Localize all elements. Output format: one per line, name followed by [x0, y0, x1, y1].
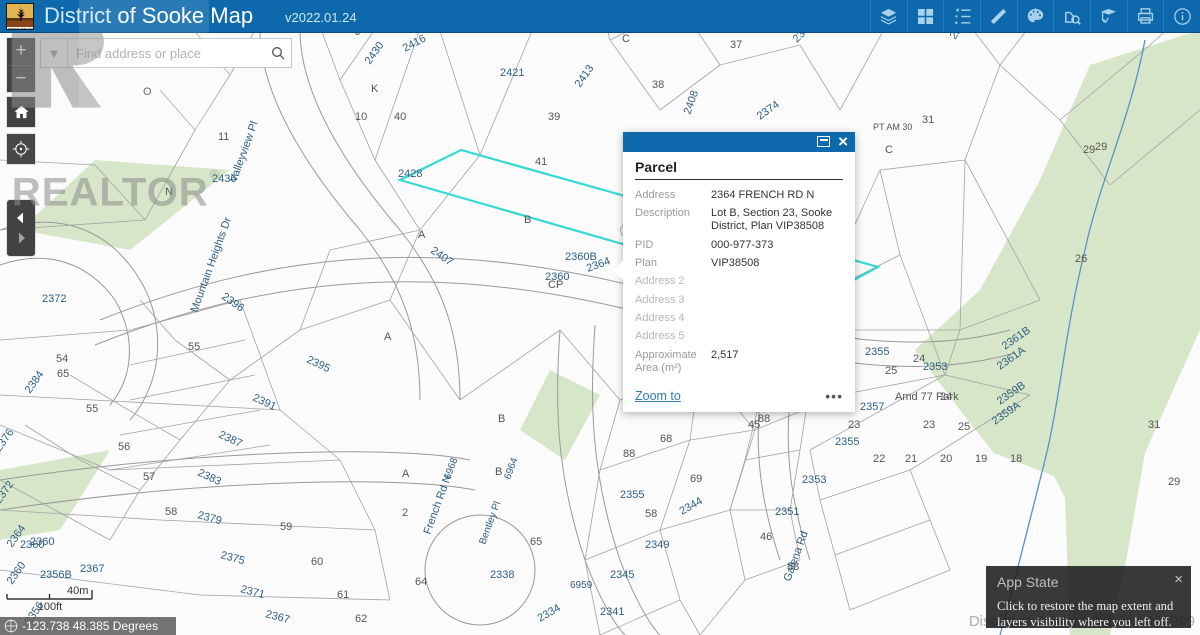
svg-text:10: 10 — [355, 111, 367, 123]
svg-text:®: ® — [210, 166, 220, 181]
svg-text:24: 24 — [940, 391, 952, 403]
svg-text:55: 55 — [188, 341, 200, 353]
svg-text:2345: 2345 — [610, 569, 634, 581]
svg-text:37: 37 — [730, 39, 742, 51]
svg-text:6959: 6959 — [570, 580, 593, 591]
svg-text:2360: 2360 — [545, 271, 569, 283]
svg-text:88: 88 — [623, 448, 635, 460]
svg-text:58: 58 — [645, 508, 657, 520]
svg-text:2: 2 — [402, 507, 408, 519]
svg-text:22: 22 — [873, 453, 885, 465]
svg-text:31: 31 — [1148, 419, 1160, 431]
svg-text:88: 88 — [758, 413, 770, 425]
svg-text:29: 29 — [1083, 144, 1095, 156]
svg-text:2355: 2355 — [620, 489, 644, 501]
svg-text:2367: 2367 — [80, 563, 104, 575]
svg-text:69: 69 — [690, 473, 702, 485]
svg-text:68: 68 — [660, 433, 672, 445]
svg-text:K: K — [371, 83, 379, 95]
svg-text:2338: 2338 — [490, 569, 514, 581]
svg-text:C: C — [885, 144, 893, 156]
svg-text:39: 39 — [548, 111, 560, 123]
svg-text:25: 25 — [885, 365, 897, 377]
svg-text:65: 65 — [57, 368, 69, 380]
svg-text:2360B: 2360B — [565, 251, 597, 263]
svg-text:2351: 2351 — [775, 506, 799, 518]
svg-text:65: 65 — [530, 536, 542, 548]
svg-text:61: 61 — [337, 589, 349, 601]
svg-text:B: B — [498, 413, 505, 425]
svg-text:B: B — [495, 466, 502, 478]
svg-text:31: 31 — [922, 114, 934, 126]
svg-text:2353: 2353 — [923, 361, 947, 373]
svg-text:23: 23 — [923, 419, 935, 431]
svg-text:2353: 2353 — [802, 474, 826, 486]
svg-text:District of Sooke: District of Sooke — [9, 27, 34, 30]
svg-text:25: 25 — [958, 421, 970, 433]
svg-text:58: 58 — [165, 506, 177, 518]
svg-text:2356B: 2356B — [40, 569, 72, 581]
svg-text:C: C — [622, 33, 630, 45]
svg-text:2355: 2355 — [835, 436, 859, 448]
svg-text:A: A — [384, 331, 392, 343]
svg-text:A: A — [418, 229, 426, 241]
svg-text:29: 29 — [1168, 476, 1180, 488]
svg-text:29: 29 — [1095, 141, 1107, 153]
svg-text:41: 41 — [535, 156, 547, 168]
svg-text:2421: 2421 — [500, 67, 524, 79]
svg-text:59: 59 — [280, 521, 292, 533]
svg-text:56: 56 — [118, 441, 130, 453]
svg-text:2372: 2372 — [42, 293, 66, 305]
svg-text:60: 60 — [311, 556, 323, 568]
svg-text:64: 64 — [415, 576, 427, 588]
svg-text:2357: 2357 — [860, 401, 884, 413]
svg-text:54: 54 — [56, 353, 68, 365]
svg-text:20: 20 — [940, 453, 952, 465]
svg-text:40: 40 — [394, 111, 406, 123]
svg-text:2349: 2349 — [645, 539, 669, 551]
svg-text:2355: 2355 — [865, 346, 889, 358]
svg-text:2428: 2428 — [398, 168, 422, 180]
svg-text:55: 55 — [86, 403, 98, 415]
svg-text:46: 46 — [760, 531, 772, 543]
svg-text:19: 19 — [975, 453, 987, 465]
svg-text:18: 18 — [1010, 453, 1022, 465]
svg-text:21: 21 — [905, 453, 917, 465]
svg-text:62: 62 — [355, 613, 367, 625]
svg-text:B: B — [524, 214, 531, 226]
svg-text:2341: 2341 — [600, 606, 624, 618]
svg-text:REALTOR: REALTOR — [12, 169, 209, 214]
svg-text:2360: 2360 — [20, 539, 44, 551]
svg-text:38: 38 — [652, 79, 664, 91]
svg-text:23: 23 — [848, 419, 860, 431]
svg-text:A: A — [402, 468, 410, 480]
svg-text:PT AM 30: PT AM 30 — [873, 122, 912, 132]
svg-text:26: 26 — [1075, 253, 1087, 265]
svg-text:57: 57 — [143, 471, 155, 483]
